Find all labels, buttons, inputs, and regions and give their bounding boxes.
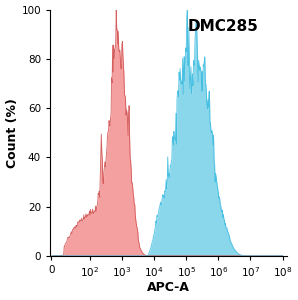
Text: DMC285: DMC285 [188, 20, 259, 34]
X-axis label: APC-A: APC-A [147, 281, 190, 294]
Y-axis label: Count (%): Count (%) [6, 98, 18, 168]
